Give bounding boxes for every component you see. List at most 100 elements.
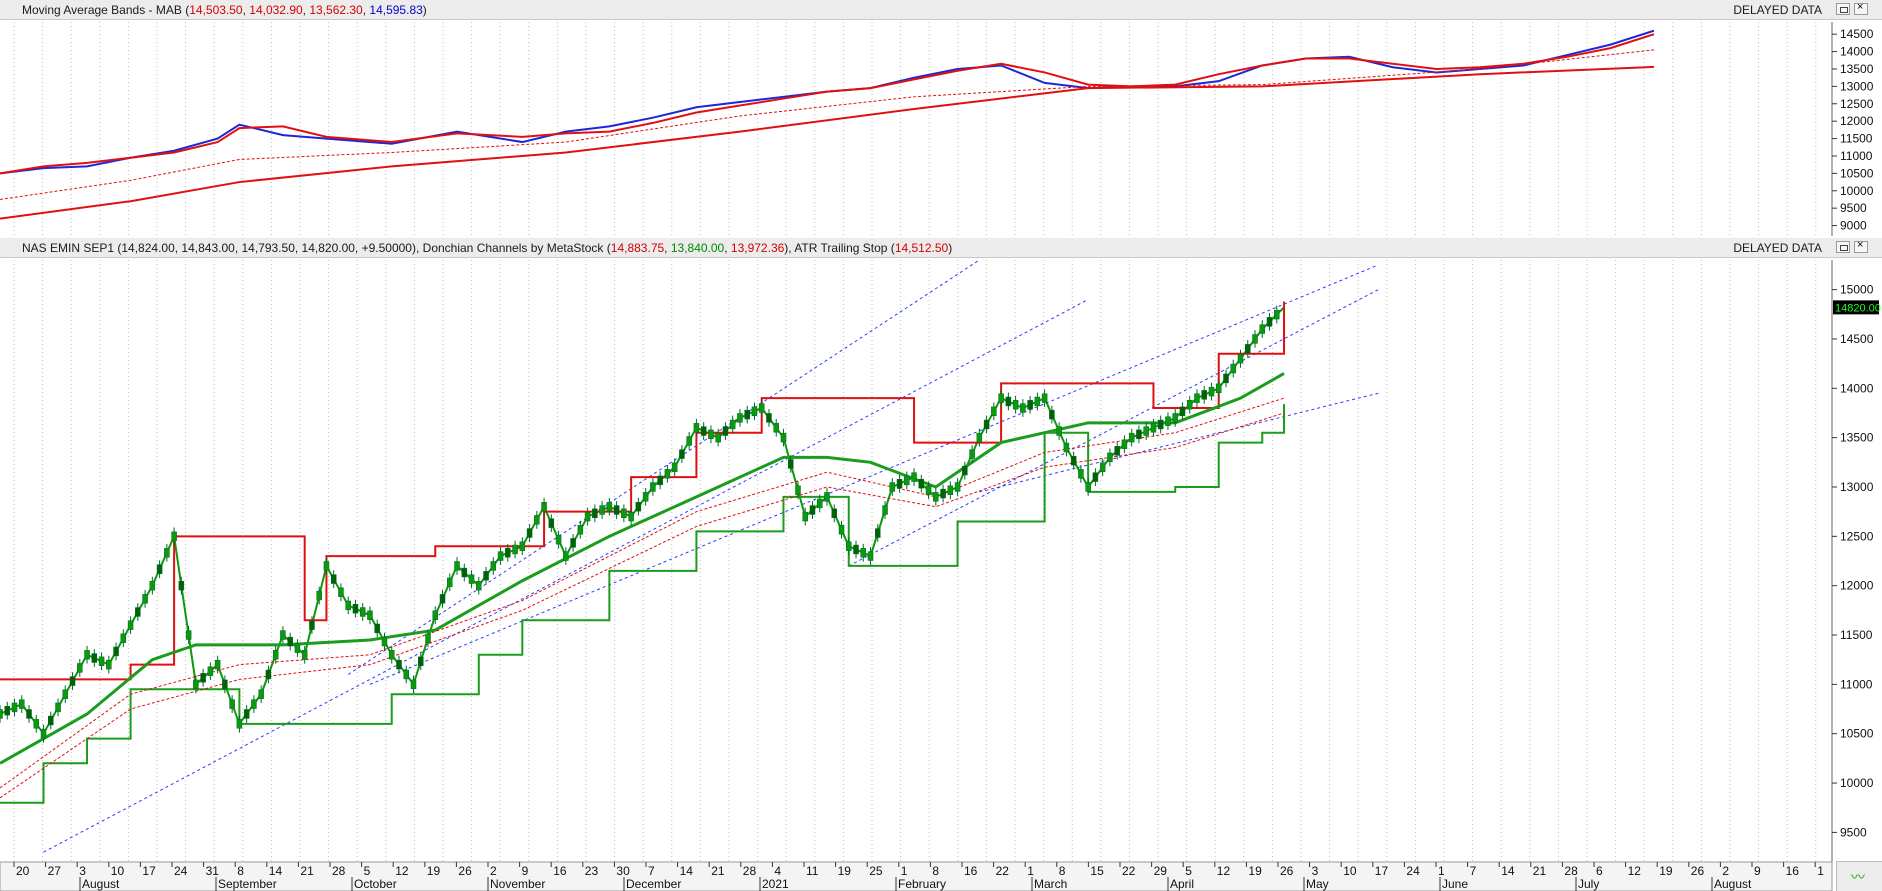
x-tick-label: 16 <box>1786 864 1800 878</box>
candle-body <box>1143 426 1149 436</box>
candle-body <box>185 630 192 640</box>
x-tick-label: 19 <box>838 864 852 878</box>
candle-body <box>84 650 90 660</box>
candle-body <box>287 636 293 647</box>
candle-body <box>1274 309 1280 320</box>
candle-body <box>55 702 61 713</box>
candle-body <box>258 689 264 699</box>
x-tick-label: 30 <box>616 864 630 878</box>
candle-body <box>142 594 148 604</box>
x-tick-label: 24 <box>174 864 188 878</box>
x-tick-label: 22 <box>996 864 1010 878</box>
candle-body <box>606 502 613 512</box>
candle-body <box>686 436 692 446</box>
x-tick-label: 28 <box>332 864 346 878</box>
candle-body <box>555 534 562 545</box>
x-tick-label: 14 <box>1501 864 1515 878</box>
atr-value: 14,512.50 <box>894 241 949 255</box>
x-tick-label: 7 <box>648 864 655 878</box>
candle-body <box>1194 393 1200 403</box>
candle-body <box>933 492 939 502</box>
candle-body <box>505 548 511 558</box>
x-tick-label: 2 <box>1722 864 1729 878</box>
month-label: February <box>898 877 946 891</box>
candle-body <box>200 673 206 683</box>
candle-body <box>1049 409 1055 420</box>
upper-restore-button[interactable] <box>1836 3 1850 15</box>
candle-body <box>323 561 330 571</box>
x-tick-label: 11 <box>806 864 819 878</box>
candle-body <box>454 561 460 571</box>
candle-body <box>795 485 801 495</box>
candle-body <box>214 659 221 670</box>
month-label: March <box>1034 877 1067 891</box>
candle-body <box>309 620 315 630</box>
candle-body <box>983 419 990 430</box>
candle-body <box>904 475 910 486</box>
candle-body <box>1034 396 1041 407</box>
candle-body <box>1223 373 1229 384</box>
x-tick-label: 25 <box>869 864 883 878</box>
x-tick-label: 26 <box>458 864 472 878</box>
candle-body <box>1230 363 1236 374</box>
candle-body <box>418 656 424 667</box>
candle-body <box>751 406 758 417</box>
upper-title-text: Moving Average Bands - MAB <box>22 3 182 17</box>
candle-body <box>19 699 25 709</box>
candle-body <box>541 502 547 512</box>
candle-body <box>352 604 359 614</box>
month-label: June <box>1442 877 1468 891</box>
lower-close-button[interactable] <box>1854 239 1868 253</box>
candle-body <box>911 472 917 482</box>
lower-series-donchian_upper <box>0 301 1286 681</box>
x-tick-label: 3 <box>79 864 86 878</box>
candle-body <box>1259 324 1266 334</box>
x-tick-label: 24 <box>1406 864 1420 878</box>
candle-body <box>410 679 417 690</box>
upper-y-tick-label: 12500 <box>1840 97 1874 111</box>
chart-type-corner[interactable]: 〰 <box>1836 861 1882 891</box>
x-tick-label: 12 <box>395 864 409 878</box>
candle-body <box>744 409 750 420</box>
candle-body <box>548 518 555 528</box>
lower-y-tick-label: 14500 <box>1840 332 1874 346</box>
candle-body <box>592 508 598 518</box>
candle-body <box>77 663 83 673</box>
upper-series-line <box>0 65 1655 220</box>
candle-body <box>889 482 896 492</box>
lower-y-tick-label: 15000 <box>1840 283 1874 297</box>
candle-body <box>780 432 787 443</box>
mab-value-3: 13,562.30 <box>309 3 363 17</box>
candle-body <box>447 577 453 588</box>
candle-body <box>396 659 402 670</box>
x-tick-label: 23 <box>585 864 599 878</box>
candle-body <box>715 432 721 443</box>
x-tick-label: 29 <box>1154 864 1168 878</box>
month-label: April <box>1170 877 1194 891</box>
x-tick-label: 8 <box>932 864 939 878</box>
candle-body <box>1266 317 1273 327</box>
x-tick-label: 21 <box>1533 864 1547 878</box>
x-tick-label: 14 <box>680 864 694 878</box>
candle-body <box>1027 400 1033 410</box>
candle-body <box>164 548 170 558</box>
candle-body <box>1041 393 1048 403</box>
ohlc-values: 14,824.00, 14,843.00, 14,793.50, 14,820.… <box>121 241 412 255</box>
candle-body <box>1012 400 1019 410</box>
candle-body <box>991 406 997 417</box>
candle-body <box>853 544 859 555</box>
candle-body <box>127 620 134 630</box>
lower-restore-button[interactable] <box>1836 241 1850 253</box>
lower-y-tick-label: 10000 <box>1840 776 1874 790</box>
x-tick-label: 9 <box>522 864 529 878</box>
candle-body <box>26 709 32 719</box>
candle-body <box>1114 446 1120 456</box>
candle-body <box>113 646 119 657</box>
lower-y-tick-label: 13500 <box>1840 431 1874 445</box>
candle-body <box>519 541 526 551</box>
upper-close-button[interactable] <box>1854 1 1868 15</box>
candle-body <box>1186 400 1193 410</box>
candle-body <box>1070 455 1077 466</box>
lower-trendline <box>979 392 1379 493</box>
